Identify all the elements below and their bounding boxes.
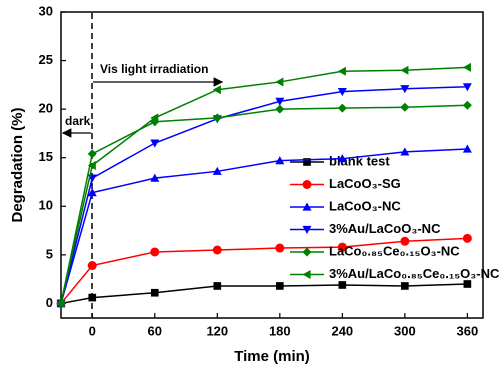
marker: [150, 113, 159, 123]
y-tick-label: 20: [39, 101, 53, 116]
marker: [337, 66, 346, 76]
x-tick-label: 360: [457, 323, 479, 338]
marker: [87, 261, 97, 271]
marker: [400, 236, 410, 246]
x-tick-label: 120: [206, 323, 228, 338]
marker: [400, 65, 409, 75]
x-axis-title: Time (min): [234, 348, 310, 365]
marker: [400, 85, 410, 94]
marker: [337, 154, 347, 163]
legend-marker: [302, 270, 311, 279]
series-line: [60, 283, 468, 305]
marker: [275, 243, 285, 253]
marker: [400, 102, 410, 112]
marker: [212, 85, 221, 95]
legend-label: LaCoO₃-NC: [329, 198, 401, 213]
marker: [275, 156, 285, 165]
legend-marker: [302, 180, 312, 189]
marker: [400, 147, 410, 156]
marker: [87, 188, 97, 197]
marker: [56, 298, 65, 308]
legend-marker: [302, 225, 312, 234]
marker: [275, 282, 284, 290]
light-label: Vis light irradiation: [100, 62, 208, 76]
marker: [150, 288, 159, 297]
marker: [337, 242, 347, 252]
y-tick-label: 30: [39, 3, 53, 18]
y-tick-label: 5: [46, 246, 53, 261]
x-tick-label: 180: [269, 323, 291, 338]
marker: [337, 103, 347, 113]
marker: [462, 144, 472, 153]
x-tick-label: 240: [331, 323, 353, 338]
marker: [462, 100, 472, 110]
marker: [463, 280, 472, 288]
series-line: [60, 148, 468, 304]
legend-label: 3%Au/LaCoO₃-NC: [329, 221, 441, 236]
marker: [87, 149, 97, 159]
marker: [275, 97, 285, 106]
legend-label: 3%Au/LaCo₀.₈₅Ce₀.₁₅O₃-NC: [329, 266, 500, 281]
marker: [462, 62, 471, 72]
marker: [275, 104, 285, 114]
marker: [150, 173, 160, 182]
y-tick-label: 10: [39, 198, 53, 213]
marker: [338, 281, 347, 289]
marker: [212, 166, 222, 175]
marker: [462, 233, 472, 243]
marker: [87, 160, 96, 170]
x-tick-label: 60: [148, 323, 162, 338]
marker: [337, 88, 347, 97]
marker: [213, 282, 222, 290]
marker: [401, 282, 409, 290]
series-line: [60, 237, 468, 304]
x-tick-label: 0: [89, 323, 96, 338]
legend-marker: [303, 158, 311, 166]
x-tick-label: 300: [394, 323, 416, 338]
marker: [150, 247, 160, 257]
legend-marker: [302, 247, 312, 257]
marker: [275, 77, 284, 87]
legend-marker: [302, 202, 312, 211]
marker: [462, 83, 472, 92]
legend-label: blank test: [329, 153, 390, 168]
legend-label: LaCo₀.₈₅Ce₀.₁₅O₃-NC: [329, 243, 460, 258]
y-tick-label: 0: [46, 295, 53, 310]
y-tick-label: 25: [39, 52, 53, 67]
series-line: [60, 66, 468, 304]
marker: [212, 245, 222, 255]
dark-label: dark: [65, 114, 91, 128]
plot-frame: [60, 11, 484, 319]
y-tick-label: 15: [39, 149, 53, 164]
legend-label: LaCoO₃-SG: [329, 176, 401, 191]
marker: [88, 293, 97, 302]
series-line: [60, 104, 468, 304]
y-axis-title: Degradation (%): [9, 107, 26, 222]
marker: [150, 139, 160, 148]
series-line: [60, 86, 468, 304]
marker: [212, 113, 222, 123]
